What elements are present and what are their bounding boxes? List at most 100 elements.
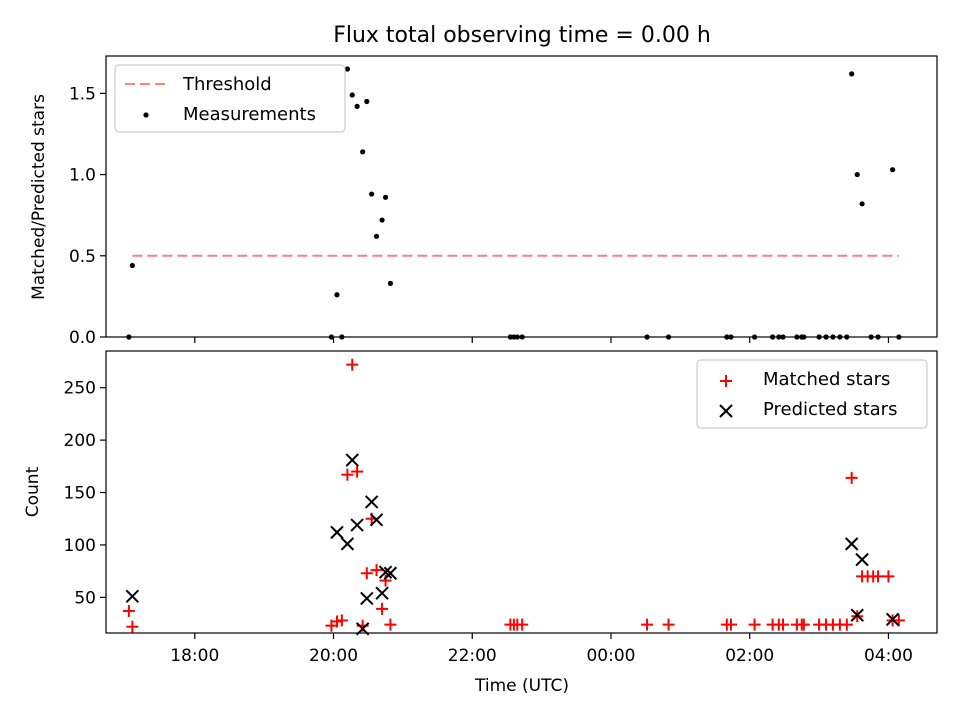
predicted-star-marker: [330, 525, 344, 540]
measurement-point: [354, 103, 360, 109]
matched-star-marker: [840, 618, 853, 631]
predicted-star-marker: [364, 495, 379, 509]
measurement-point: [801, 334, 807, 340]
matched-legend-label: Matched stars: [763, 369, 890, 390]
top-legend: Threshold Measurements: [114, 64, 346, 133]
bottom-y-axis: 50 100 150 200 250: [64, 379, 106, 608]
matched-star-marker: [126, 620, 139, 633]
predicted-star-marker: [383, 566, 398, 580]
predicted-legend-label: Predicted stars: [763, 399, 897, 420]
measurement-point: [344, 66, 350, 72]
matched-star-marker: [384, 618, 397, 631]
x-tick-label: 22:00: [448, 646, 497, 666]
measurement-point: [728, 334, 734, 340]
measurement-point: [868, 334, 874, 340]
x-tick-label: 02:00: [725, 646, 774, 666]
matched-star-marker: [516, 618, 529, 631]
measurement-point: [514, 334, 520, 340]
matched-star-marker: [122, 604, 135, 617]
matched-star-marker: [777, 618, 790, 631]
matched-star-marker: [370, 564, 383, 577]
measurement-point: [129, 262, 135, 269]
bottom-legend-box: [696, 359, 928, 429]
measurement-points: [126, 66, 902, 340]
predicted-star-marker: [850, 608, 864, 622]
measurement-point: [780, 334, 786, 340]
matched-star-marker: [360, 567, 373, 580]
measurements-legend-icon: [143, 112, 149, 118]
measurement-point: [364, 98, 370, 105]
measurement-point: [724, 334, 730, 340]
predicted-star-marker: [844, 537, 859, 551]
predicted-star-marker: [350, 518, 364, 532]
measurement-point: [854, 171, 860, 178]
top-y-tick-label: 1.0: [69, 166, 96, 186]
measurement-point: [859, 201, 865, 207]
measurement-point: [816, 334, 822, 340]
measurement-point: [823, 334, 829, 340]
measurement-point: [896, 334, 902, 340]
measurement-point: [328, 334, 335, 340]
matched-star-marker: [797, 618, 810, 631]
matched-star-marker: [346, 358, 359, 371]
bottom-y-tick-label: 200: [64, 431, 96, 451]
matched-stars-points: [122, 358, 905, 633]
measurement-point: [382, 194, 389, 200]
matched-star-marker: [379, 574, 392, 587]
bottom-y-tick-label: 50: [74, 588, 96, 608]
bottom-y-tick-label: 100: [64, 536, 96, 556]
bottom-y-tick-label: 150: [64, 484, 96, 504]
threshold-legend-label: Threshold: [182, 74, 272, 95]
measurement-point: [126, 334, 132, 340]
matched-star-marker: [845, 471, 858, 484]
measurement-point: [844, 334, 850, 340]
measurement-point: [665, 334, 672, 340]
measurement-point: [360, 149, 366, 155]
measurement-point: [379, 217, 385, 223]
top-y-tick-label: 0.5: [69, 247, 96, 267]
top-legend-box: [114, 64, 346, 133]
top-y-axis: 0.0 0.5 1.0 1.5: [69, 84, 106, 348]
matched-star-marker: [335, 614, 348, 627]
measurement-point: [849, 71, 855, 77]
predicted-legend-icon: [719, 404, 733, 418]
measurement-point: [890, 167, 896, 173]
predicted-star-marker: [355, 622, 370, 636]
bottom-legend: Matched stars Predicted stars: [696, 359, 928, 429]
measurement-point: [349, 92, 355, 98]
predicted-star-marker: [375, 586, 389, 600]
bottom-x-axis: 18:00 20:00 22:00 00:00 02:00 04:00: [170, 633, 913, 666]
measurement-point: [644, 334, 650, 340]
predicted-star-marker: [369, 513, 384, 527]
measurement-point: [387, 280, 393, 286]
matched-star-marker: [341, 468, 354, 481]
measurement-point: [875, 334, 881, 340]
matched-legend-icon: [720, 375, 732, 387]
measurements-legend-label: Measurements: [183, 104, 316, 125]
measurement-point: [751, 334, 758, 340]
top-x-axis: [194, 337, 890, 343]
top-y-axis-label: Matched/Predicted stars: [29, 94, 49, 300]
predicted-star-marker: [378, 565, 393, 579]
matched-star-marker: [872, 570, 885, 583]
measurement-point: [830, 334, 836, 340]
predicted-star-marker: [345, 453, 359, 467]
matched-star-marker: [748, 618, 761, 631]
measurement-point: [373, 233, 380, 239]
x-tick-label: 18:00: [170, 646, 219, 666]
top-panel: 0.0 0.5 1.0 1.5 Matched/Predicted stars Thr…: [29, 55, 938, 348]
matched-star-marker: [641, 618, 654, 631]
matched-star-marker: [376, 602, 389, 615]
predicted-star-marker: [125, 589, 140, 604]
predicted-star-marker: [855, 552, 869, 567]
x-tick-label: 04:00: [864, 646, 913, 666]
predicted-star-marker: [340, 537, 355, 551]
predicted-star-marker: [885, 612, 900, 627]
predicted-stars-points: [125, 453, 900, 636]
top-y-tick-label: 1.5: [69, 84, 96, 104]
measurement-point: [369, 191, 375, 197]
measurement-point: [519, 334, 525, 340]
bottom-y-tick-label: 250: [64, 379, 96, 399]
matched-star-marker: [351, 465, 364, 478]
